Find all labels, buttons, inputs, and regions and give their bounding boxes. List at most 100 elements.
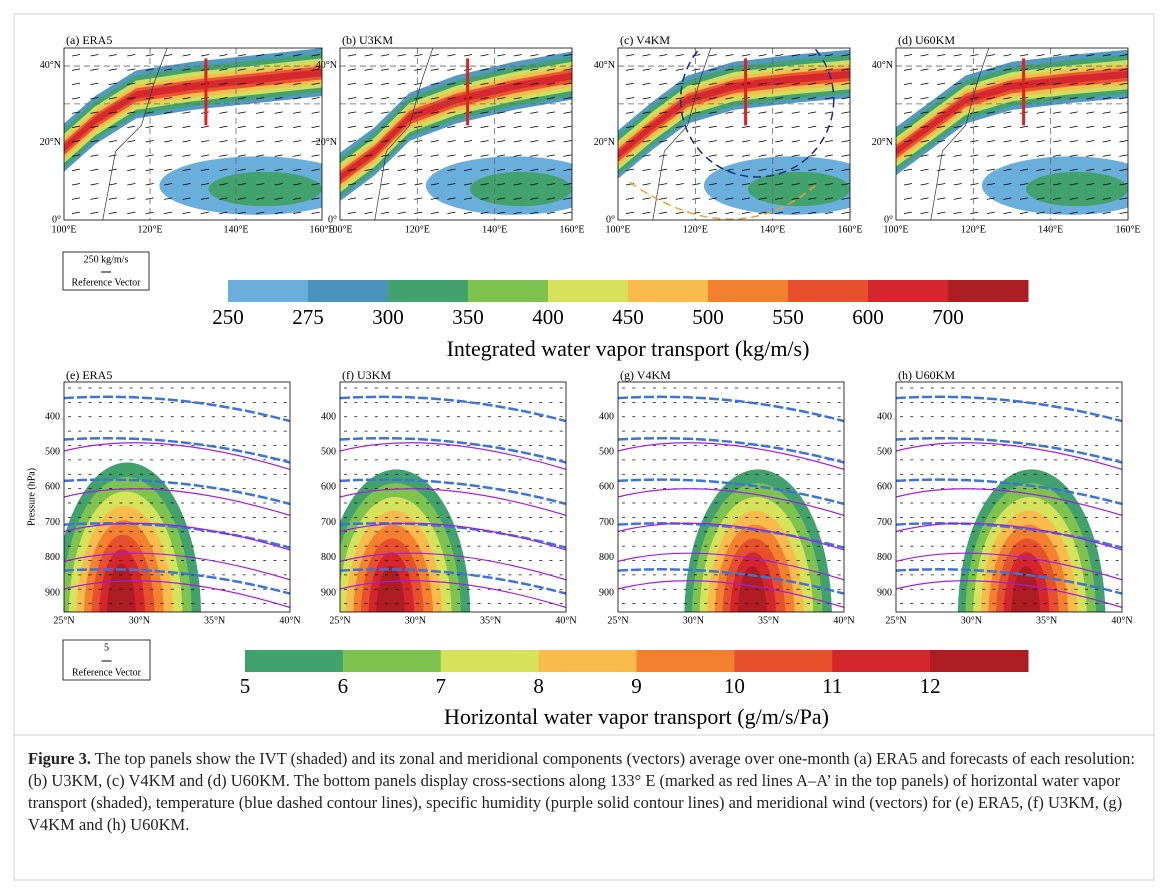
wind-vector (1019, 125, 1029, 129)
wind-vector (841, 197, 850, 200)
wind-vector (164, 82, 173, 86)
wind-vector (414, 140, 423, 143)
wind-vector (364, 82, 373, 86)
pressure-label: 500 (321, 446, 336, 457)
lat-label: 20°N (316, 137, 337, 148)
wind-vector (513, 154, 522, 157)
wind-vector (311, 211, 320, 215)
wind-vector (986, 97, 995, 100)
temperature-contour (340, 478, 566, 506)
wind-vector (953, 111, 962, 114)
lat-label: 35°N (480, 615, 501, 626)
wind-vector (256, 183, 265, 186)
wind-vector (497, 140, 506, 143)
wind-vector (692, 111, 701, 114)
wind-vector (71, 154, 81, 157)
wind-vector (256, 211, 265, 215)
section-panel (340, 382, 566, 612)
colorbar-label: 5 (240, 674, 251, 698)
wind-vector (311, 68, 320, 71)
wind-vector (1019, 154, 1029, 157)
wind-vector (903, 140, 913, 143)
wind-vector (725, 211, 734, 215)
wind-vector (430, 168, 439, 172)
wind-vector (1119, 125, 1128, 129)
wind-vector (986, 168, 995, 172)
wind-vector (237, 211, 246, 215)
wind-vector (986, 183, 995, 186)
wind-vector (1003, 154, 1012, 157)
lat-label: 20°N (594, 137, 615, 148)
colorbar-swatch (548, 280, 629, 302)
wind-vector (659, 68, 668, 71)
wind-vector (497, 211, 506, 215)
lat-label: 35°N (204, 615, 225, 626)
wind-vector (1086, 183, 1095, 186)
reference-label: Reference Vector (72, 667, 142, 678)
wind-vector (675, 68, 684, 71)
wind-vector (692, 97, 701, 100)
wind-vector (1036, 154, 1045, 157)
caption-text: The top panels show the IVT (shaded) and… (28, 749, 1136, 834)
wind-vector (311, 183, 320, 186)
wind-vector (903, 197, 913, 200)
wind-vector (741, 125, 751, 129)
colorbar-swatch (538, 650, 637, 672)
map-frame (895, 47, 1129, 221)
wind-vector (791, 97, 800, 100)
lat-label: 20°N (40, 137, 61, 148)
wind-vector (182, 140, 191, 143)
wind-vector (530, 140, 539, 143)
wind-vector (563, 211, 572, 215)
wind-vector (775, 211, 784, 215)
humidity-contour (896, 522, 1122, 551)
lat-label: 40°N (555, 615, 576, 626)
map-panel (340, 48, 572, 220)
wind-vector (311, 54, 320, 57)
wind-vector (741, 54, 751, 57)
ivt-plume (340, 72, 572, 182)
ivt-plume (618, 64, 850, 166)
wind-vector (758, 168, 767, 172)
wind-vector (903, 168, 913, 172)
wind-vector (164, 54, 173, 57)
temperature-contour (618, 522, 844, 549)
wind-vector (725, 82, 734, 86)
wind-vector (347, 168, 357, 172)
wind-vector (708, 111, 717, 114)
colorbar-swatch (308, 280, 389, 302)
wind-vector (758, 183, 767, 186)
wind-vector (1119, 154, 1128, 157)
wind-vector (775, 68, 784, 71)
wind-vector (986, 111, 995, 114)
wind-vector (256, 97, 265, 100)
wind-vector (775, 168, 784, 172)
wind-vector (1036, 183, 1045, 186)
wind-vector (414, 154, 423, 157)
wind-vector (841, 125, 850, 129)
wind-vector (127, 140, 136, 143)
wind-vector (480, 54, 489, 57)
colorbar-swatch (468, 280, 549, 302)
wind-vector (758, 125, 767, 129)
lon-label: 160°E (309, 224, 334, 235)
wind-vector (970, 168, 979, 172)
wind-vector (200, 54, 210, 57)
wind-vector (480, 140, 489, 143)
wind-vector (293, 211, 302, 215)
map-frame (339, 47, 573, 221)
wind-vector (381, 111, 390, 114)
wind-vector (791, 111, 800, 114)
wind-vector (347, 211, 357, 215)
lat-label: 35°N (758, 615, 779, 626)
wind-vector (1086, 197, 1095, 200)
wind-vector (970, 211, 979, 215)
wind-vector (430, 82, 439, 86)
wind-vector (841, 82, 850, 86)
wind-vector (1119, 183, 1128, 186)
wind-vector (920, 68, 929, 71)
wind-vector (90, 154, 99, 157)
panel-label: (h) U60KM (898, 368, 955, 382)
wind-vector (1119, 168, 1128, 172)
